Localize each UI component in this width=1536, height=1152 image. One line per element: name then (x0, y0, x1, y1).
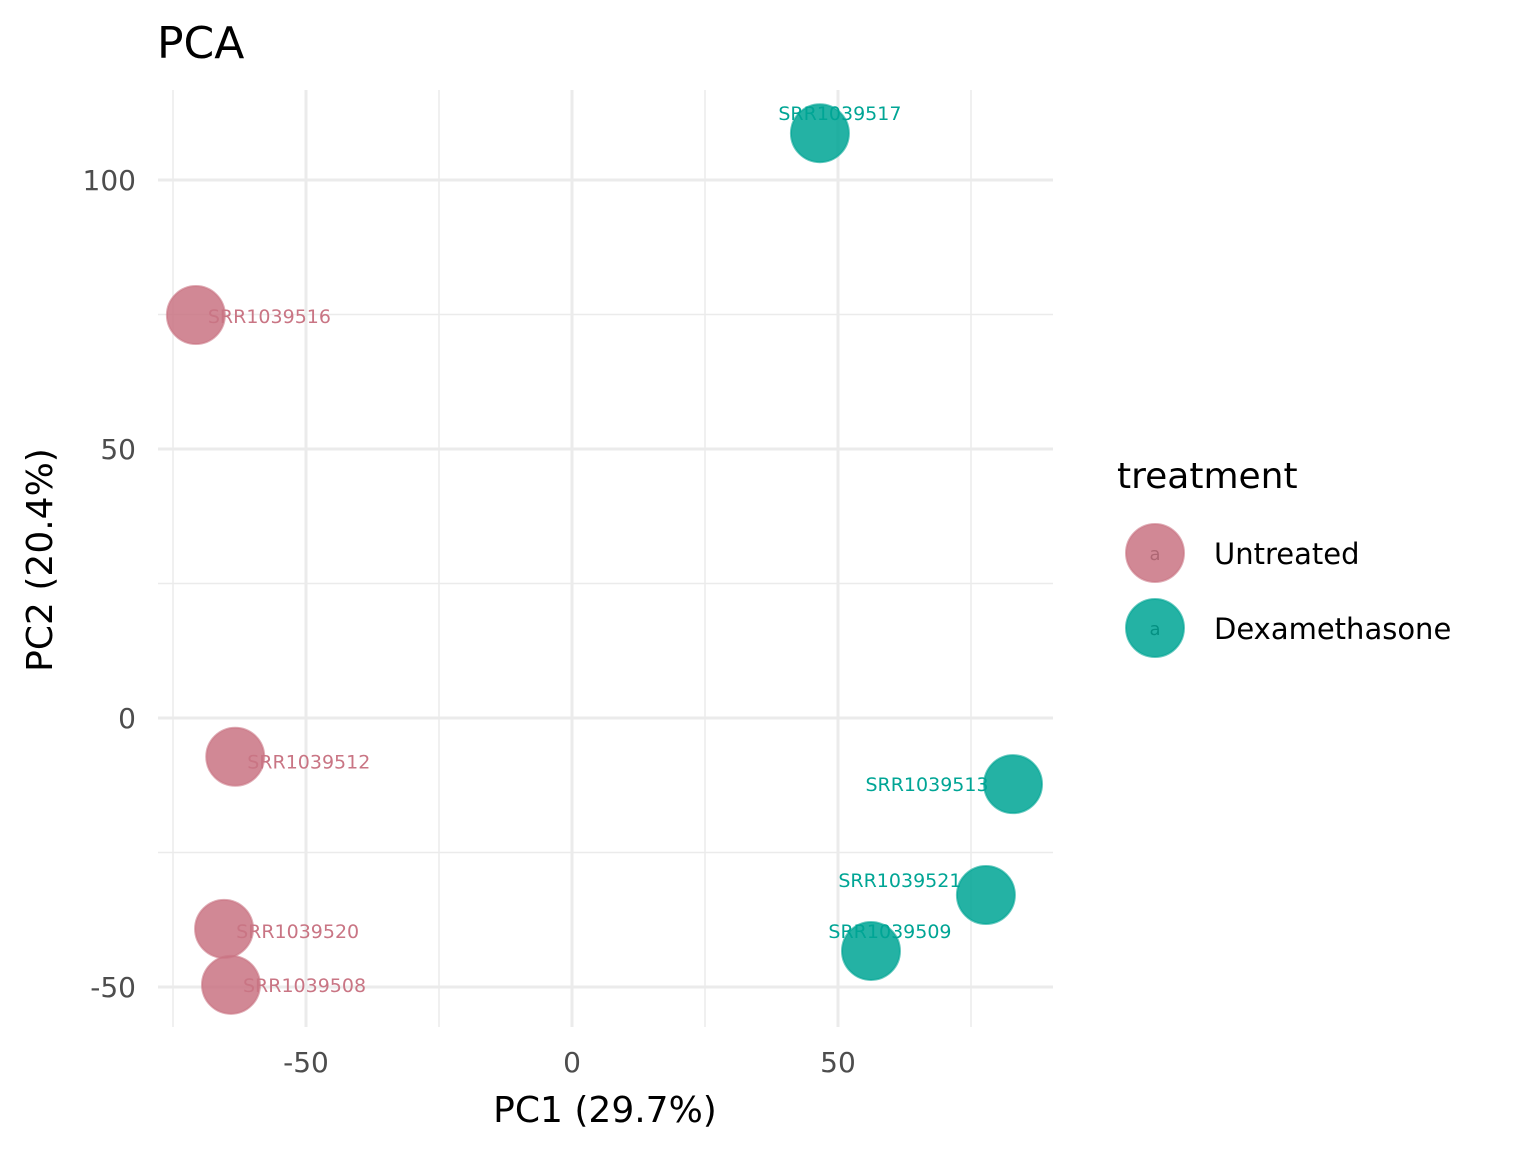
point-label: SRR1039508 (243, 975, 366, 997)
y-tick-label: 0 (118, 702, 136, 735)
legend-label-untreated: Untreated (1214, 537, 1360, 571)
y-tick-label: 100 (83, 164, 136, 197)
point-label: SRR1039509 (828, 921, 951, 943)
legend-key-untreated (1125, 523, 1185, 583)
point-SRR1039512 (205, 726, 266, 787)
point-label: SRR1039513 (865, 774, 988, 796)
legend-key-glyph: a (1149, 544, 1160, 565)
legend: treatment a Untreated a Dexamethasone (1117, 456, 1451, 658)
y-axis-label: PC2 (20.4%) (20, 448, 61, 672)
legend-key-dexamethasone (1125, 598, 1185, 658)
y-tick-label: 50 (100, 433, 136, 466)
x-tick-label: 50 (820, 1046, 856, 1079)
point-SRR1039508 (200, 954, 261, 1015)
point-SRR1039516 (165, 285, 226, 346)
point-label: SRR1039517 (778, 103, 901, 125)
point-SRR1039509 (840, 920, 901, 981)
point-label: SRR1039512 (247, 752, 370, 774)
point-labels: SRR1039516 SRR1039512 SRR1039520 SRR1039508… (208, 103, 989, 997)
y-tick-label: -50 (90, 971, 136, 1004)
point-SRR1039521 (955, 865, 1016, 926)
legend-item-untreated: a Untreated (1125, 523, 1360, 583)
grid-lines (158, 90, 1053, 1027)
y-axis-ticks: -50 0 50 100 (83, 164, 136, 1004)
point-SRR1039517 (789, 103, 850, 164)
point-label: SRR1039521 (838, 870, 961, 892)
data-points (165, 103, 1044, 1015)
legend-title: treatment (1117, 456, 1298, 497)
point-label: SRR1039520 (236, 921, 359, 943)
chart-title: PCA (157, 18, 244, 69)
point-label: SRR1039516 (208, 306, 331, 328)
legend-item-dexamethasone: a Dexamethasone (1125, 598, 1451, 658)
x-axis-ticks: -50 0 50 (283, 1046, 856, 1079)
point-SRR1039513 (983, 754, 1044, 815)
x-axis-label: PC1 (29.7%) (493, 1090, 717, 1131)
x-tick-label: 0 (563, 1046, 581, 1079)
x-tick-label: -50 (283, 1046, 329, 1079)
legend-key-glyph: a (1149, 619, 1160, 640)
legend-label-dexamethasone: Dexamethasone (1214, 612, 1451, 646)
